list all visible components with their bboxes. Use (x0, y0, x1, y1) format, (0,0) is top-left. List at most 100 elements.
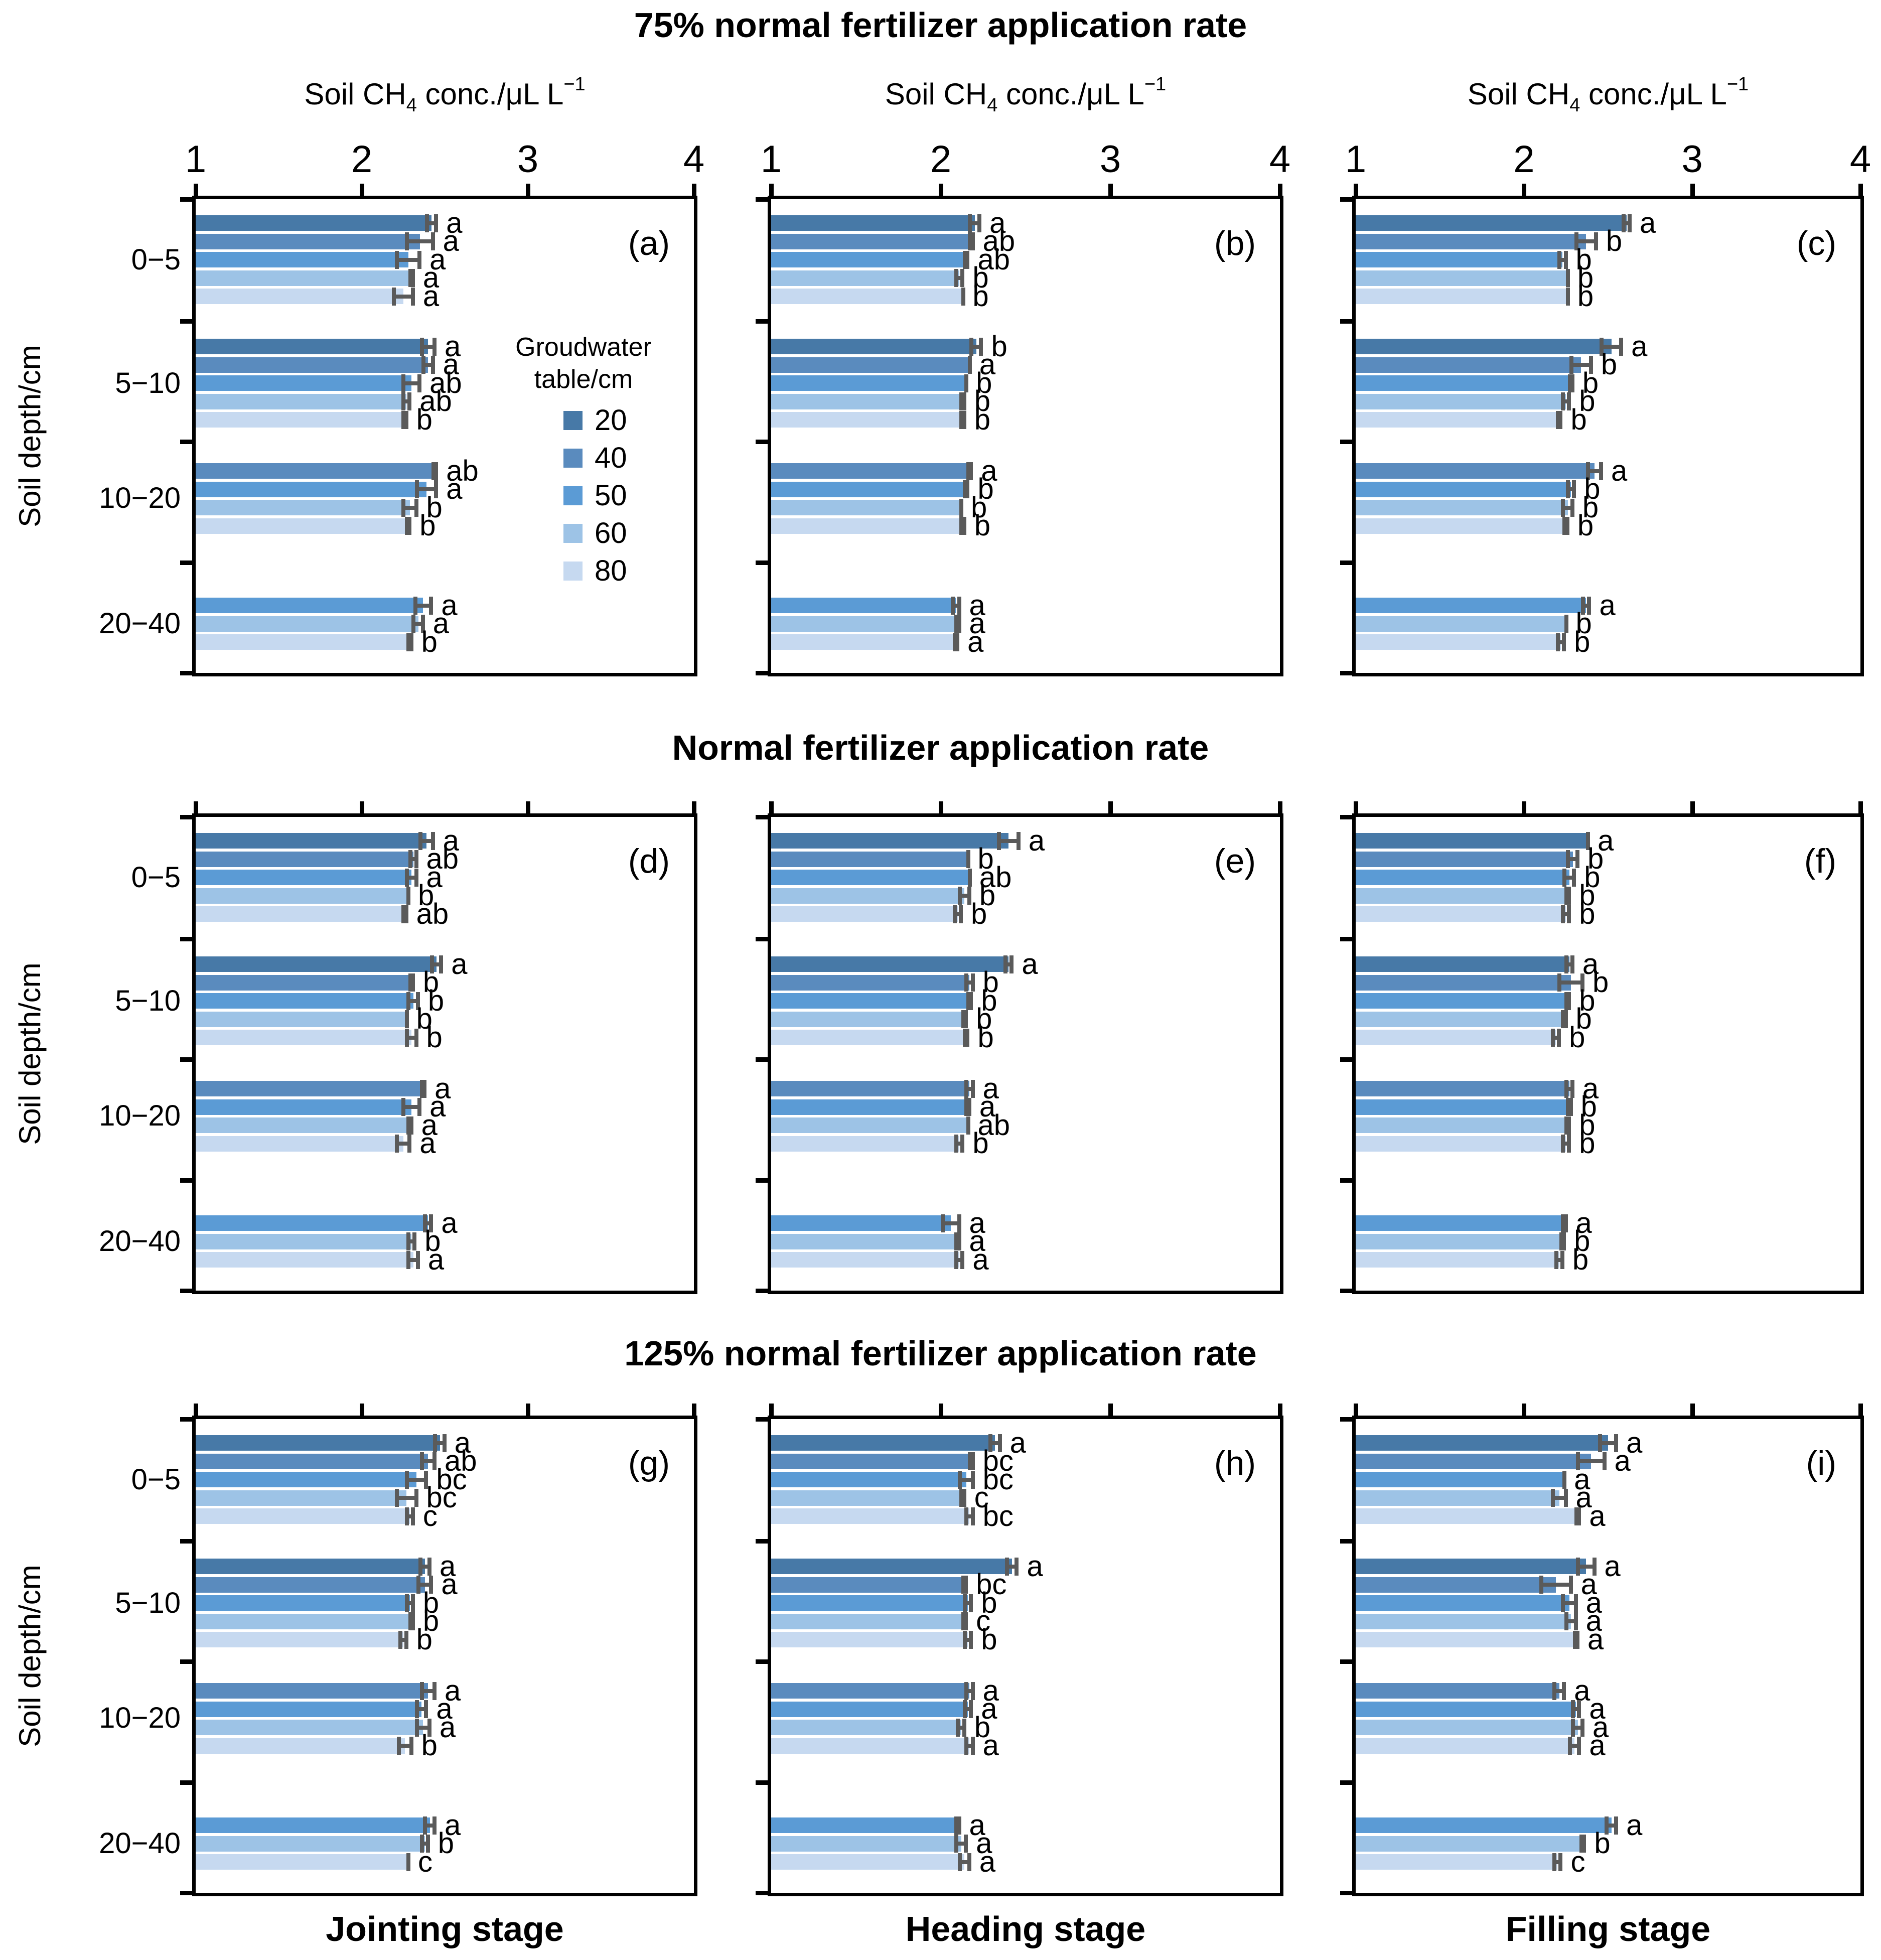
error-cap (1005, 1557, 1009, 1576)
error-cap (405, 1010, 409, 1028)
sig-letter: b (972, 1127, 989, 1160)
error-cap (410, 1612, 415, 1630)
error-cap (405, 1028, 409, 1047)
sig-letter: b (974, 385, 990, 417)
bar-gw20 (196, 956, 437, 972)
panel-letter-d: (d) (628, 842, 670, 880)
bar-gw40 (771, 1453, 971, 1469)
y-tick (756, 197, 768, 202)
error-line (952, 912, 963, 916)
error-cap (1561, 1010, 1565, 1028)
x-tick (1278, 184, 1282, 196)
error-cap (404, 1630, 408, 1649)
bar-gw50 (771, 993, 970, 1009)
y-tick (180, 815, 192, 819)
error-cap (1574, 232, 1578, 250)
error-cap (434, 480, 439, 498)
bar-gw80 (771, 1632, 968, 1647)
error-cap (964, 1010, 968, 1028)
error-cap (954, 615, 959, 633)
error-cap (957, 887, 962, 905)
bar-gw40 (196, 357, 428, 373)
y-tick (756, 319, 768, 324)
sig-letter: b (979, 879, 996, 912)
bar-gw40 (1356, 1081, 1569, 1096)
error-bar (406, 1250, 420, 1269)
sig-letter: bc (436, 1463, 467, 1496)
error-line (408, 857, 418, 861)
error-bar (964, 1507, 975, 1525)
error-cap (962, 392, 966, 410)
x-tick (1858, 801, 1863, 813)
error-cap (955, 633, 960, 651)
error-cap (409, 1116, 413, 1135)
bar-gw60 (196, 888, 408, 904)
bar-gw40 (771, 851, 968, 867)
y-tick (756, 1178, 768, 1183)
bar-gw80 (196, 1854, 408, 1870)
sig-letter: b (422, 1605, 440, 1637)
error-bar (401, 410, 408, 429)
error-bar (405, 517, 412, 535)
error-cap (1562, 1682, 1566, 1700)
error-bar (406, 1853, 411, 1871)
error-cap (1614, 1816, 1619, 1835)
bar-gw80 (771, 1136, 960, 1152)
x-tick (769, 1404, 774, 1416)
error-cap (1561, 498, 1565, 517)
sig-letter: ab (419, 385, 452, 417)
error-bar (1539, 1576, 1573, 1594)
error-line (1621, 221, 1632, 225)
error-cap (1558, 410, 1563, 429)
legend-label: 60 (595, 517, 627, 549)
y-tick (1340, 1539, 1352, 1544)
error-bar (1550, 1028, 1561, 1047)
error-cap (1550, 1489, 1555, 1507)
x-tick (769, 801, 774, 813)
legend-title-line2: table/cm (534, 365, 633, 394)
error-cap (418, 1557, 422, 1576)
legend: Groudwater table/cm 20 40 50 60 80 (463, 331, 704, 590)
y-tick-label: 20−40 (99, 1827, 181, 1860)
error-bar (414, 480, 439, 498)
x-tick (692, 801, 696, 813)
error-cap (1557, 1028, 1561, 1047)
sig-letter: a (429, 1090, 446, 1123)
error-cap (417, 374, 422, 392)
error-bar (966, 850, 970, 868)
error-bar (1554, 1250, 1564, 1269)
error-line (1566, 857, 1579, 861)
error-cap (959, 392, 964, 410)
sig-letter: a (1604, 1550, 1621, 1583)
error-bar (423, 1214, 433, 1232)
bar-gw80 (771, 289, 963, 304)
error-cap (425, 1835, 430, 1853)
bar-gw60 (771, 1836, 961, 1852)
panel-h: (h) a bc bc c bc a bc b c b a a b a a a a (756, 1404, 1283, 1896)
error-bar (957, 887, 971, 905)
error-cap (433, 1434, 438, 1452)
sig-letter: b (1577, 261, 1594, 294)
error-cap (405, 868, 409, 887)
sig-letter: a (982, 1729, 999, 1762)
sig-letter: a (451, 947, 468, 981)
error-bar (419, 1079, 427, 1098)
error-cap (1621, 214, 1626, 232)
error-cap (401, 374, 406, 392)
legend-entry: 50 (463, 477, 704, 514)
error-cap (412, 1232, 417, 1250)
error-cap (401, 1098, 406, 1116)
bar-gw20 (196, 339, 428, 354)
bar-gw80 (771, 1508, 970, 1524)
y-tick (1340, 197, 1352, 202)
bar-gw50 (196, 993, 413, 1009)
error-line (1552, 1689, 1566, 1693)
error-bar (1574, 1507, 1581, 1525)
error-cap (424, 1470, 428, 1489)
error-line (964, 1514, 975, 1518)
error-cap (1559, 1232, 1563, 1250)
error-bar (408, 1612, 415, 1630)
bar-gw50 (1356, 1817, 1612, 1833)
error-cap (407, 392, 412, 410)
